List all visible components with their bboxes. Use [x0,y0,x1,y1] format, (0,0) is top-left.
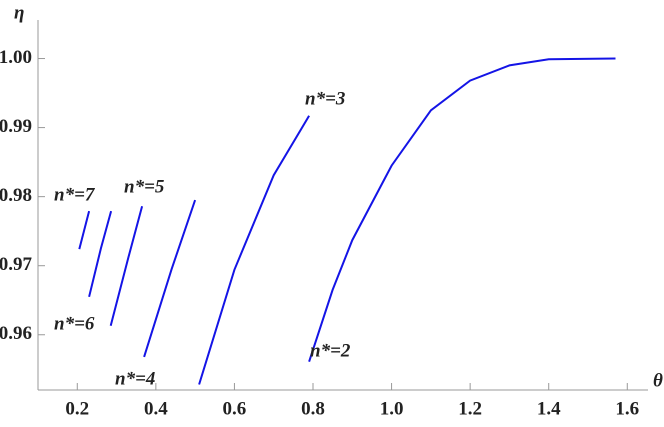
x-tick-label: 1.6 [615,398,639,419]
curve-label: n*=6 [54,313,95,334]
y-tick-label: 0.99 [0,116,32,137]
line [78,210,91,250]
curve-label: n*=4 [115,368,155,389]
line [198,115,310,385]
x-tick-label: 0.6 [223,398,247,419]
curve-label: n*=5 [124,176,165,197]
line [308,57,616,363]
curve-label: n*=7 [54,184,96,205]
y-axis-label: η [14,2,24,23]
curve-label: n*=2 [310,340,351,361]
y-tick-label: 0.98 [0,185,32,206]
x-tick-label: 1.2 [458,398,482,419]
y-tick-label: 0.97 [0,254,33,275]
x-tick-label: 0.4 [144,398,168,419]
x-tick-label: 0.2 [65,398,89,419]
x-tick-label: 1.4 [537,398,561,419]
curve-label: n*=3 [305,88,345,109]
line [88,210,113,298]
y-tick-label: 1.00 [0,47,32,68]
line [109,206,144,327]
x-tick-label: 0.8 [301,398,325,419]
y-tick-label: 0.96 [0,323,32,344]
x-axis-label: θ [653,370,663,391]
line [143,199,197,358]
x-tick-label: 1.0 [380,398,404,419]
